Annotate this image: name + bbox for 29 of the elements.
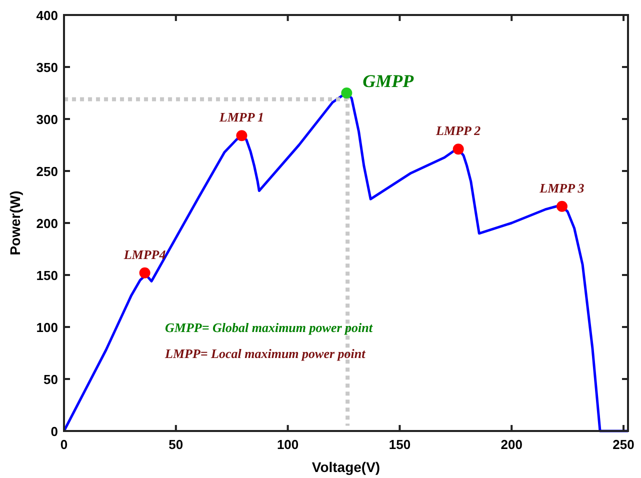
y-tick-label: 50 [44,372,58,387]
x-tick-label: 50 [168,437,184,452]
annotation: LMPP 3 [538,180,585,196]
x-axis-title: Voltage(V) [312,459,380,475]
y-tick-label: 400 [36,8,58,23]
y-tick-label: 0 [50,424,58,439]
y-tick-label: 150 [36,268,58,283]
annotation: GMPP [362,71,415,91]
y-axis-title: Power(W) [7,190,23,256]
x-tick-label: 150 [388,437,411,452]
y-tick-label: 300 [36,112,58,127]
annotation: LMPP 1 [218,110,264,125]
x-tick-label: 250 [612,437,634,452]
point [236,130,248,142]
annotation: LMPP= Local maximum power point [164,346,366,361]
annotation: LMPP4 [122,246,166,262]
y-tick-label: 100 [36,320,58,335]
point [341,88,352,98]
point [556,200,568,212]
annotation: GMPP= Global maximum power point [165,320,373,335]
x-tick-label: 100 [276,437,299,452]
y-tick-label: 250 [36,164,58,179]
y-tick-label: 350 [36,60,58,75]
x-tick-label: 0 [60,437,68,452]
annotation: LMPP 2 [435,123,482,138]
point [139,267,150,278]
x-tick-label: 200 [500,437,522,452]
y-tick-label: 200 [36,216,58,231]
point [452,144,464,155]
